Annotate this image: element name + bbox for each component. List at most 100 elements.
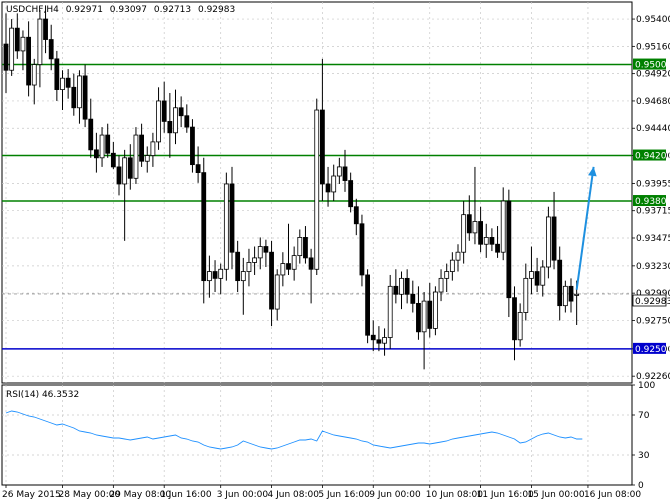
ohlc-open: 0.92971 (66, 5, 103, 15)
time-tick-label: 5 Jun 16:00 (318, 490, 370, 500)
candle-body-bull (336, 166, 342, 177)
candle-body-bull (399, 277, 404, 295)
candle-body-bear (212, 271, 218, 279)
price-tick-label: 0.94920 (636, 70, 670, 80)
candle-body-bear (286, 263, 291, 270)
price-tick-label: 0.95400 (636, 15, 670, 25)
candle-body-bull (331, 175, 337, 193)
time-tick-label: 28 May 00:00 (59, 490, 121, 500)
candle-body-bear (54, 58, 60, 90)
candle-body-bear (161, 100, 167, 122)
candle-body-bull (517, 312, 523, 341)
candle-body-bear (269, 251, 274, 310)
time-tick-label: 16 Jun 08:00 (584, 490, 641, 500)
candle-body-bear (353, 206, 359, 225)
candle-body-bear (568, 285, 574, 302)
rsi-line-layer (5, 410, 583, 450)
rsi-grid (2, 414, 632, 456)
candle-body-bear (506, 200, 512, 299)
candle-body-bear (48, 39, 54, 60)
candle-body-bull (291, 255, 297, 270)
candle-body-bear (190, 126, 195, 166)
arrow-head (588, 166, 597, 177)
time-tick-label: 26 May 2015 (2, 490, 61, 500)
price-tick-label: 0.92990 (636, 289, 670, 299)
candle-body-bear (348, 180, 354, 208)
price-tick-label: 0.93715 (636, 207, 670, 217)
ohlc-high: 0.93097 (110, 5, 147, 15)
candle-body-bear (512, 297, 517, 341)
time-tick-label: 10 Jun 08:00 (426, 490, 483, 500)
candle-body-bull (314, 109, 320, 270)
candle-body-bull (529, 271, 534, 279)
rsi-label: RSI(14) 46.3532 (6, 390, 79, 400)
price-tick-label: 0.94440 (636, 124, 670, 134)
candle-body-bull (274, 274, 280, 310)
candle-body-bear (308, 257, 314, 270)
candle-body-bear (534, 271, 540, 286)
candle-body-bull (144, 155, 150, 162)
chart-title: USDCHF,H4 0.92971 0.93097 0.92713 0.9298… (6, 5, 235, 15)
candle-body-bear (229, 183, 235, 253)
candle-body-bear (43, 18, 48, 40)
candle-body-bull (280, 263, 286, 276)
candle-body-bear (110, 152, 116, 168)
candle-body-bull (99, 134, 105, 159)
trend-arrow (575, 166, 597, 290)
candle-body-bear (116, 166, 122, 185)
level-label-box (633, 149, 666, 161)
candle-body-bear (359, 223, 365, 276)
candle-body-bear (325, 183, 331, 193)
candle-body-bull (60, 77, 65, 90)
candle-body-bear (495, 243, 500, 253)
candle-body-bull (500, 200, 506, 253)
candle-body-bear (551, 216, 557, 261)
candle-body-bear (557, 259, 563, 307)
time-tick-label: 3 Jun 00:00 (217, 490, 269, 500)
candle-body-bull (444, 271, 450, 279)
candle-body-bull (387, 285, 393, 338)
price-tick-label: 0.95160 (636, 42, 670, 52)
price-tick-label: 0.93475 (636, 234, 670, 244)
candle-body-bull (540, 266, 546, 286)
candle-body-bull (77, 75, 82, 109)
time-tick-label: 15 Jun 00:00 (527, 490, 584, 500)
candle-body-bull (156, 100, 161, 143)
price-axis: 0.95400 0.95160 0.94920 0.94680 0.94440 0.942… (632, 15, 670, 382)
candle-body-bear (167, 121, 173, 134)
candle-body-bear (94, 149, 99, 159)
ohlc-low: 0.92713 (154, 5, 191, 15)
candle-body-bear (319, 109, 325, 185)
symbol-title: USDCHF,H4 (6, 5, 59, 15)
level-label-box (633, 195, 666, 207)
candle-body-bear (410, 293, 416, 304)
candle-body-bear (466, 214, 472, 234)
candle-body-bear (478, 221, 484, 245)
candle-body-bull (37, 18, 43, 65)
time-tick-label: 29 May 08:00 (109, 490, 171, 500)
price-tick-label: 0.92260 (636, 372, 670, 382)
time-tick-label: 4 Jun 08:00 (268, 490, 320, 500)
candle-body-bull (246, 262, 252, 272)
candle-body-bear (370, 334, 376, 341)
level-label-text: 0.92500 (635, 345, 670, 355)
candle-body-bull (257, 246, 263, 259)
candle-body-bull (122, 157, 128, 185)
current-price-box (632, 294, 667, 307)
candle-body-bear (489, 237, 495, 245)
level-label-text: 0.94200 (635, 152, 670, 162)
candle-body-bear (26, 36, 32, 86)
candle-body-bull (449, 259, 455, 272)
candle-body-bull (562, 285, 568, 307)
arrow-shaft (575, 166, 595, 290)
rsi-line (5, 410, 583, 450)
price-tick-label: 0.94680 (636, 97, 670, 107)
candle-body-bear (303, 237, 308, 259)
candle-body-bull (240, 271, 246, 282)
candle-body-bull (546, 216, 551, 268)
current-price-label: 0.92983 (635, 297, 670, 307)
candle-body-bull (483, 237, 489, 245)
candle-body-bear (178, 107, 184, 117)
